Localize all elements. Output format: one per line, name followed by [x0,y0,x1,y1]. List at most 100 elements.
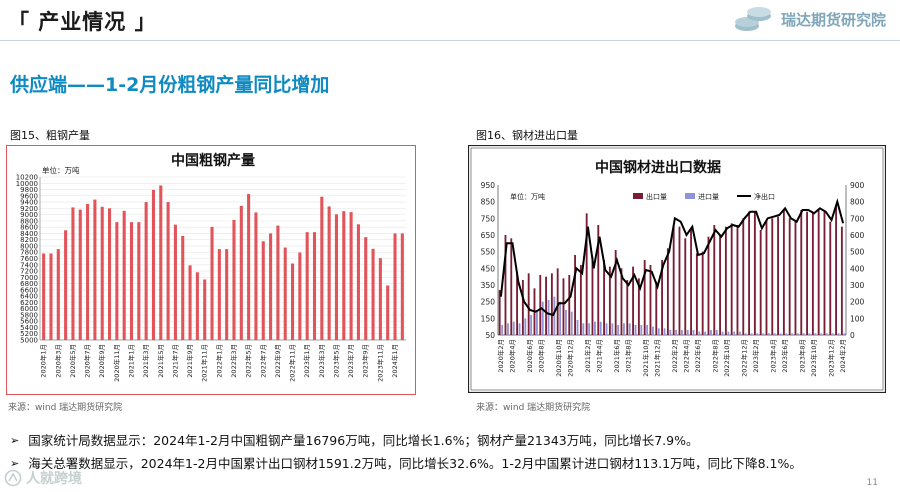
x-tick-label: 2022年9月 [273,344,282,378]
bar-export [684,238,687,335]
bullet-item: ➢ 国家统计局数据显示：2024年1-2月中国粗钢产量16796万吨，同比增长1… [10,429,802,452]
x-tick-label: 2020年11月 [112,344,121,382]
bar-import [623,323,625,335]
y-right-tick-label: 500 [850,248,865,257]
bar-import [762,333,765,335]
bar-import [530,315,533,335]
bar [378,258,382,340]
bar [247,193,251,340]
y-left-tick-label: 150 [481,314,496,323]
bullet-text: 国家统计局数据显示：2024年1-2月中国粗钢产量16796万吨，同比增长1.6… [28,433,699,448]
bar [86,203,90,340]
bar-import [507,323,509,335]
section-title: 「 产业情况 」 [8,10,157,34]
bar-export [823,211,826,335]
bar [393,233,397,340]
x-tick-label: 2021年10月 [641,339,650,377]
figure1-label: 图15、粗钢产量 [10,129,90,142]
watermark-text: 人就跨境 [26,471,82,487]
y-tick-label: 10200 [16,174,38,182]
bar-import [814,333,817,335]
bar [108,208,112,340]
bar [349,212,353,340]
bar-import [628,323,631,335]
bar [269,233,273,340]
chart-frame [467,144,887,394]
steel-trade-chart: 中国钢材进出口数据 单位：万吨 50 150 250 350 450 550 650 750 850… [467,144,887,397]
y-tick-label: 9000 [20,211,38,219]
bar-export [620,268,623,335]
legend-swatch-export [633,193,643,199]
bar-import [553,296,556,335]
x-tick-label: 2023年5月 [331,344,340,378]
y-tick-label: 5800 [20,311,38,319]
bar-import [686,330,689,335]
bullet-text: 海关总署数据显示，2024年1-2月中国累计出口钢材1591.2万吨，同比增长3… [28,456,802,471]
bar [188,265,192,340]
x-tick-label: 2021年12月 [653,339,662,377]
bar-export [637,278,640,335]
x-tick-label: 2020年1月 [39,344,48,378]
y-left-tick-label: 750 [481,214,496,223]
y-tick-label: 6800 [20,280,38,288]
y-right-tick-label: 100 [850,314,865,323]
bar-export [724,226,727,335]
x-tick-label: 2021年6月 [612,339,621,373]
bar-import [605,323,608,335]
x-tick-label: 2021年5月 [156,344,165,378]
logo-text: 瑞达期货研究院 [780,10,886,29]
bar [210,226,214,340]
bar-export [626,280,629,335]
bar [239,205,243,340]
bar-import [536,310,538,335]
bar [49,253,53,340]
crude-steel-chart-svg: 中国粗钢产量单位：万吨50005200540056005800600062006… [6,145,416,395]
x-tick-label: 2021年4月 [595,339,604,373]
x-tick-label: 2021年3月 [141,344,150,378]
x-tick-label: 2020年2月 [496,339,505,373]
y-tick-label: 6000 [20,305,38,313]
bar-export [811,213,814,335]
figure2-source: 来源：wind 瑞达期货研究院 [476,403,591,413]
bar-import [594,321,596,335]
bar-import [611,323,614,335]
watermark-logo-icon [4,469,22,487]
bar [181,235,185,340]
bar-import [756,333,759,335]
bar [173,224,177,340]
bar-import [570,311,573,335]
bar-export [695,253,698,335]
bar [320,196,324,340]
chart-title: 中国钢材进出口数据 [595,159,721,176]
bar-export [516,271,518,335]
bar-export [579,265,582,335]
y-left-tick-label: 250 [481,298,496,307]
bar [291,263,295,340]
bar-import [820,333,823,335]
bar-export [690,228,692,335]
bar [71,207,75,340]
y-left-tick-label: 550 [481,248,496,257]
x-tick-label: 2024年2月 [838,339,847,373]
x-tick-label: 2023年1月 [302,344,311,378]
chart-inner-frame [470,147,884,391]
y-tick-label: 6600 [20,286,38,294]
y-right-tick-label: 0 [850,331,855,340]
bar-export [556,268,559,335]
bar-import [826,333,828,335]
x-tick-label: 2021年1月 [127,344,136,378]
x-tick-label: 2021年8月 [624,339,633,373]
y-tick-label: 5600 [20,318,38,326]
x-tick-label: 2022年1月 [214,344,223,378]
bar-import [547,300,550,335]
bar-import [681,330,683,335]
bar-import [692,330,695,335]
y-tick-label: 9200 [20,205,38,213]
bar [166,202,170,340]
bar-export [574,255,576,335]
bar-import [541,301,544,335]
bar-import [704,331,707,335]
bar-import [779,333,782,335]
crude-steel-chart: 中国粗钢产量 单位：万吨 5000 5200 5400 5600 5800 6000 6200 6… [6,145,416,399]
y-tick-label: 8800 [20,217,38,225]
